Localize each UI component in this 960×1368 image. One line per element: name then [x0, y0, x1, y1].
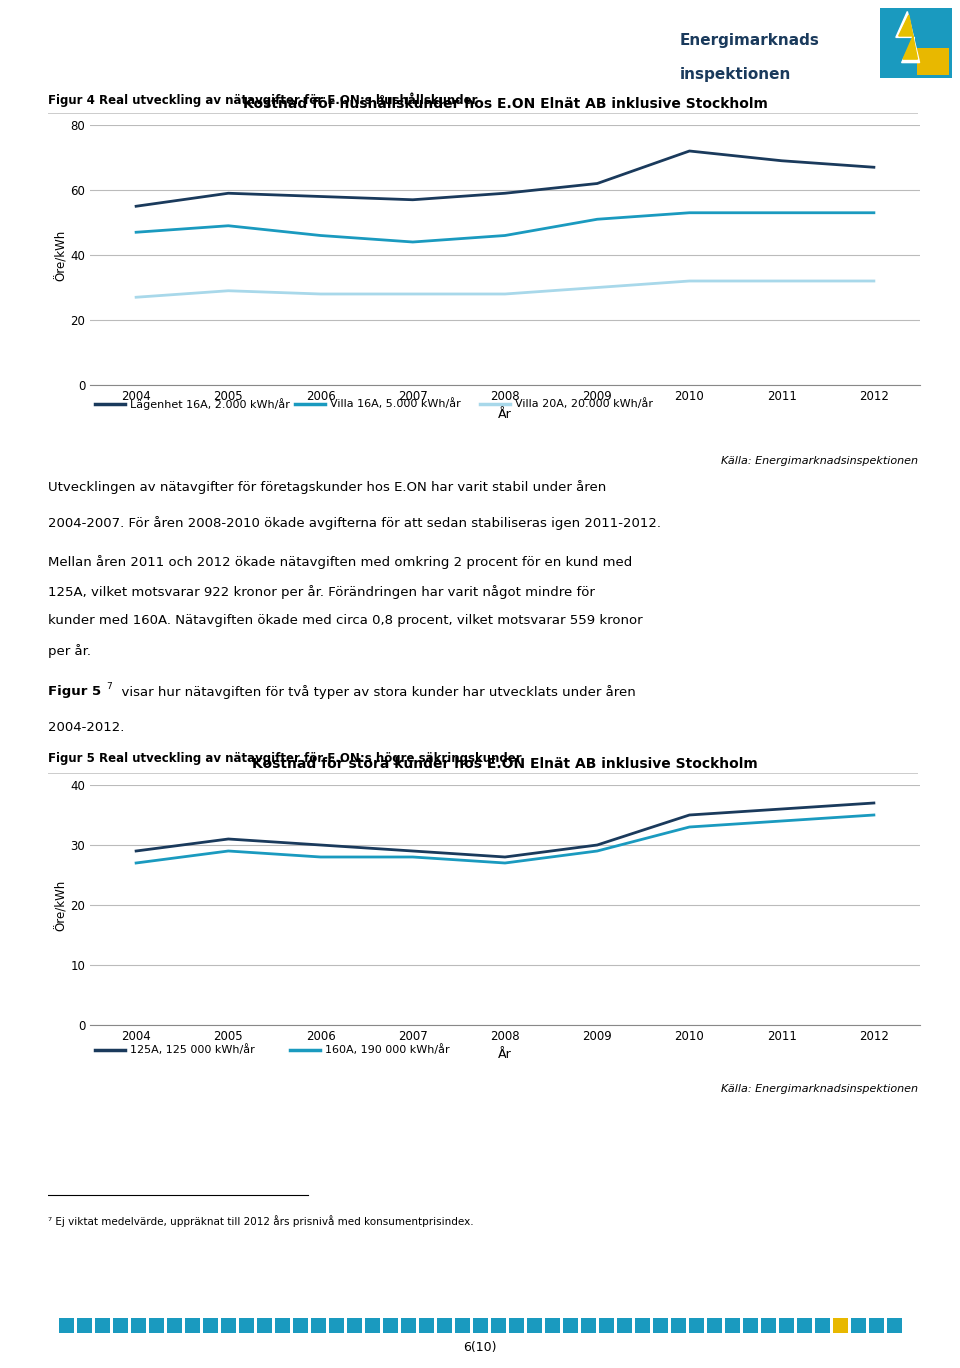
Text: Villa 16A, 5.000 kWh/år: Villa 16A, 5.000 kWh/år	[330, 398, 461, 409]
Bar	[563, 1317, 578, 1332]
Bar	[275, 1317, 290, 1332]
Bar	[544, 1317, 560, 1332]
Bar	[832, 1317, 848, 1332]
Text: Figur 5 Real utveckling av nätavgifter för E.ON:s högre säkringskunder: Figur 5 Real utveckling av nätavgifter f…	[48, 752, 521, 765]
Bar	[166, 1317, 181, 1332]
Y-axis label: Öre/kWh: Öre/kWh	[55, 880, 67, 930]
Title: Kostnad för hushållskunder hos E.ON Elnät AB inklusive Stockholm: Kostnad för hushållskunder hos E.ON Elnä…	[243, 97, 767, 111]
Text: Figur 5: Figur 5	[48, 685, 101, 698]
Bar	[760, 1317, 776, 1332]
Bar	[797, 1317, 811, 1332]
Bar	[526, 1317, 541, 1332]
Bar	[598, 1317, 613, 1332]
Polygon shape	[899, 15, 918, 59]
Bar	[688, 1317, 704, 1332]
Text: 7: 7	[107, 683, 112, 691]
Bar	[886, 1317, 901, 1332]
Bar	[365, 1317, 379, 1332]
Bar	[400, 1317, 416, 1332]
Bar	[635, 1317, 650, 1332]
Text: 160A, 190 000 kWh/år: 160A, 190 000 kWh/år	[325, 1045, 449, 1056]
Text: kunder med 160A. Nätavgiften ökade med circa 0,8 procent, vilket motsvarar 559 k: kunder med 160A. Nätavgiften ökade med c…	[48, 614, 642, 628]
Text: Villa 20A, 20.000 kWh/år: Villa 20A, 20.000 kWh/år	[515, 398, 653, 409]
X-axis label: År: År	[498, 1048, 512, 1062]
Bar	[491, 1317, 506, 1332]
Bar	[310, 1317, 325, 1332]
Bar	[581, 1317, 595, 1332]
Bar	[77, 1317, 91, 1332]
Text: Figur 4 Real utveckling av nätavgifter för E.ON:s hushållskunder: Figur 4 Real utveckling av nätavgifter f…	[48, 92, 477, 107]
Bar	[382, 1317, 397, 1332]
Bar	[131, 1317, 146, 1332]
Bar	[454, 1317, 469, 1332]
Text: Lägenhet 16A, 2.000 kWh/år: Lägenhet 16A, 2.000 kWh/år	[130, 398, 290, 410]
Bar	[203, 1317, 218, 1332]
Bar	[256, 1317, 272, 1332]
Bar	[779, 1317, 794, 1332]
Bar	[707, 1317, 722, 1332]
Bar	[184, 1317, 200, 1332]
Bar	[94, 1317, 109, 1332]
Y-axis label: Öre/kWh: Öre/kWh	[55, 230, 67, 280]
Bar	[347, 1317, 362, 1332]
Bar	[112, 1317, 128, 1332]
Bar	[437, 1317, 451, 1332]
Bar	[328, 1317, 344, 1332]
Bar	[814, 1317, 829, 1332]
Text: 2004-2012.: 2004-2012.	[48, 721, 125, 733]
Bar	[851, 1317, 866, 1332]
Text: Mellan åren 2011 och 2012 ökade nätavgiften med omkring 2 procent för en kund me: Mellan åren 2011 och 2012 ökade nätavgif…	[48, 555, 633, 569]
Text: Utvecklingen av nätavgifter för företagskunder hos E.ON har varit stabil under å: Utvecklingen av nätavgifter för företags…	[48, 480, 607, 494]
Bar	[238, 1317, 253, 1332]
Text: Energimarknads: Energimarknads	[680, 33, 820, 48]
Text: 2004-2007. För åren 2008-2010 ökade avgifterna för att sedan stabiliseras igen 2: 2004-2007. För åren 2008-2010 ökade avgi…	[48, 516, 661, 529]
Text: visar hur nätavgiften för två typer av stora kunder har utvecklats under åren: visar hur nätavgiften för två typer av s…	[113, 685, 636, 699]
Bar	[653, 1317, 667, 1332]
Text: 125A, vilket motsvarar 922 kronor per år. Förändringen har varit något mindre fö: 125A, vilket motsvarar 922 kronor per år…	[48, 584, 595, 599]
Text: 125A, 125 000 kWh/år: 125A, 125 000 kWh/år	[130, 1045, 254, 1056]
Bar	[725, 1317, 739, 1332]
Bar	[419, 1317, 434, 1332]
Bar	[742, 1317, 757, 1332]
X-axis label: År: År	[498, 409, 512, 421]
Bar	[918, 48, 949, 74]
Bar	[670, 1317, 685, 1332]
Text: 6(10): 6(10)	[464, 1341, 496, 1353]
Title: Kostnad för stora kunder hos E.ON Elnät AB inklusive Stockholm: Kostnad för stora kunder hos E.ON Elnät …	[252, 758, 757, 772]
Text: Källa: Energimarknadsinspektionen: Källa: Energimarknadsinspektionen	[721, 456, 918, 466]
Polygon shape	[896, 11, 920, 63]
Bar	[293, 1317, 307, 1332]
Bar	[509, 1317, 523, 1332]
Text: Källa: Energimarknadsinspektionen: Källa: Energimarknadsinspektionen	[721, 1083, 918, 1094]
Bar	[616, 1317, 632, 1332]
Bar	[472, 1317, 488, 1332]
Bar	[149, 1317, 163, 1332]
Text: ⁷ Ej viktat medelvärde, uppräknat till 2012 års prisnivå med konsumentprisindex.: ⁷ Ej viktat medelvärde, uppräknat till 2…	[48, 1215, 473, 1227]
Text: per år.: per år.	[48, 644, 91, 658]
Text: inspektionen: inspektionen	[680, 67, 791, 82]
Bar	[59, 1317, 74, 1332]
Bar	[221, 1317, 235, 1332]
Bar	[869, 1317, 883, 1332]
